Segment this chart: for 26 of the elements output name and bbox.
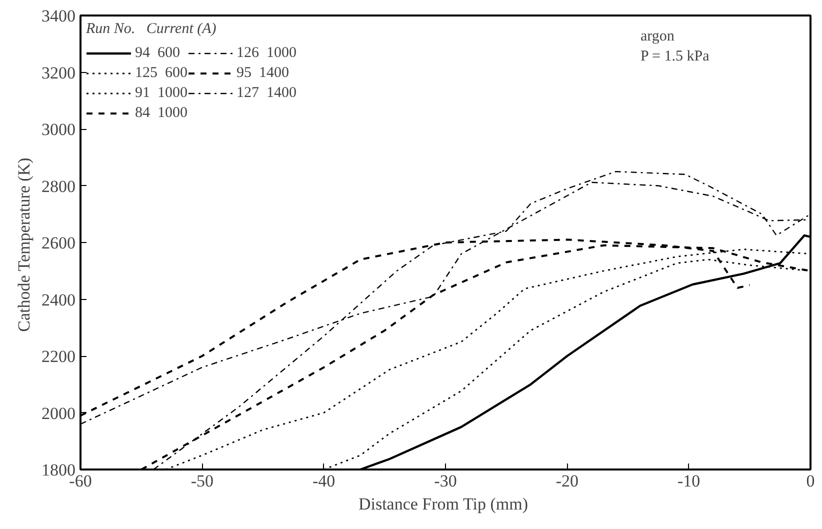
y-tick-label: 2600	[42, 234, 76, 252]
x-axis-title: Distance From Tip (mm)	[358, 494, 528, 514]
y-tick-label: 2400	[42, 290, 76, 310]
annotation: argon	[640, 28, 675, 44]
y-tick-label: 2000	[42, 404, 76, 423]
x-tick-label: -30	[434, 472, 457, 490]
y-tick-label: 3400	[42, 6, 76, 26]
legend-label: 126 1000	[236, 44, 296, 62]
x-tick-label: -40	[312, 472, 336, 490]
legend-title: Run No. Current (A)	[86, 21, 218, 38]
y-tick-label: 2800	[42, 176, 76, 196]
annotation: P = 1.5 kPa	[640, 48, 710, 64]
legend-label: 127 1400	[236, 84, 296, 102]
x-tick-label: -50	[190, 472, 214, 490]
legend-label: 84 1000	[135, 104, 188, 122]
legend-label: 91 1000	[135, 84, 188, 102]
y-axis-title: Cathode Temperature (K)	[14, 158, 34, 332]
legend-label: 125 600	[135, 64, 188, 82]
x-tick-label: -10	[678, 472, 700, 490]
x-tick-label: 0	[806, 472, 815, 490]
y-tick-label: 3200	[42, 63, 76, 82]
x-tick-label: -20	[556, 472, 579, 490]
y-tick-label: 2200	[42, 347, 76, 366]
legend-label: 95 1400	[236, 64, 289, 82]
legend-label: 94 600	[135, 44, 180, 62]
y-tick-label: 3000	[42, 120, 76, 139]
